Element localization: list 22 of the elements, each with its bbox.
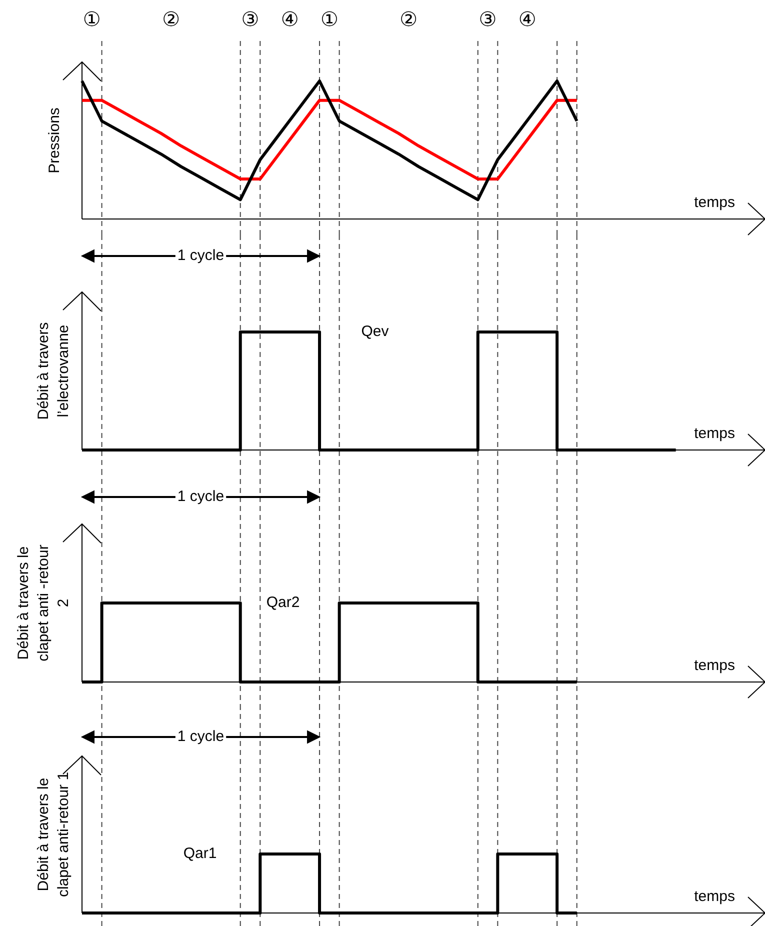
text: Qar1 xyxy=(183,845,217,862)
text: ③ xyxy=(241,7,260,32)
text: ④ xyxy=(518,7,536,32)
y-axis-title: Débit à travers le clapet anti -retour 2 xyxy=(15,544,72,662)
y-axis-title: Débit à travers le clapet anti-retour 1 xyxy=(35,772,72,898)
text: 1 cycle xyxy=(177,247,224,264)
series-label: Qar2 xyxy=(266,594,300,612)
text: 1 cycle xyxy=(177,728,224,746)
text: 1 cycle xyxy=(177,488,224,506)
text: ② xyxy=(162,7,180,32)
y-axis-title: Débit à travers l’electrovanne xyxy=(35,322,72,420)
x-axis-title: temps xyxy=(694,425,735,442)
text: ④ xyxy=(280,7,299,32)
text: ① xyxy=(320,7,338,32)
x-axis-title: temps xyxy=(694,888,735,905)
text: ① xyxy=(82,7,101,32)
x-axis-title: temps xyxy=(694,194,735,211)
text: ② xyxy=(400,7,418,32)
x-axis-title: temps xyxy=(694,657,735,674)
text: ③ xyxy=(478,7,497,32)
text: Qev xyxy=(361,323,390,340)
y-axis-title: Pressions xyxy=(46,108,64,174)
